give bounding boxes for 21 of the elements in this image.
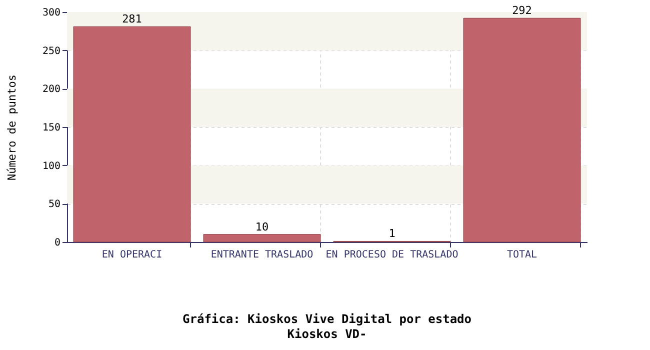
y-tick-label: 250 bbox=[42, 46, 60, 57]
y-axis-title: Número de puntos bbox=[5, 74, 18, 180]
x-tick-label: ENTRANTE TRASLADO bbox=[210, 250, 314, 260]
y-tick-label: 100 bbox=[42, 160, 60, 172]
data-label: 1 bbox=[388, 227, 396, 240]
text: Kioskos VD- bbox=[287, 327, 367, 341]
x-tick-label: EN OPERACI bbox=[102, 250, 162, 260]
y-tick-label: 150 bbox=[42, 122, 60, 134]
bar bbox=[463, 18, 581, 242]
x-tick-label: EN PROCESO DE TRASLADO bbox=[326, 250, 458, 260]
y-tick-label: 300 bbox=[42, 8, 60, 18]
y-tick-label: 200 bbox=[42, 84, 60, 96]
data-label: 10 bbox=[255, 220, 269, 234]
y-tick-label: 0 bbox=[54, 238, 60, 248]
text: Gráfica: Kioskos Vive Digital por estado bbox=[182, 312, 472, 326]
y-tick-label: 50 bbox=[48, 199, 60, 210]
bar bbox=[203, 234, 321, 242]
data-label: 292 bbox=[512, 4, 532, 18]
x-tick-label: TOTAL bbox=[506, 250, 538, 260]
bar bbox=[73, 26, 191, 242]
data-label: 281 bbox=[122, 12, 142, 26]
